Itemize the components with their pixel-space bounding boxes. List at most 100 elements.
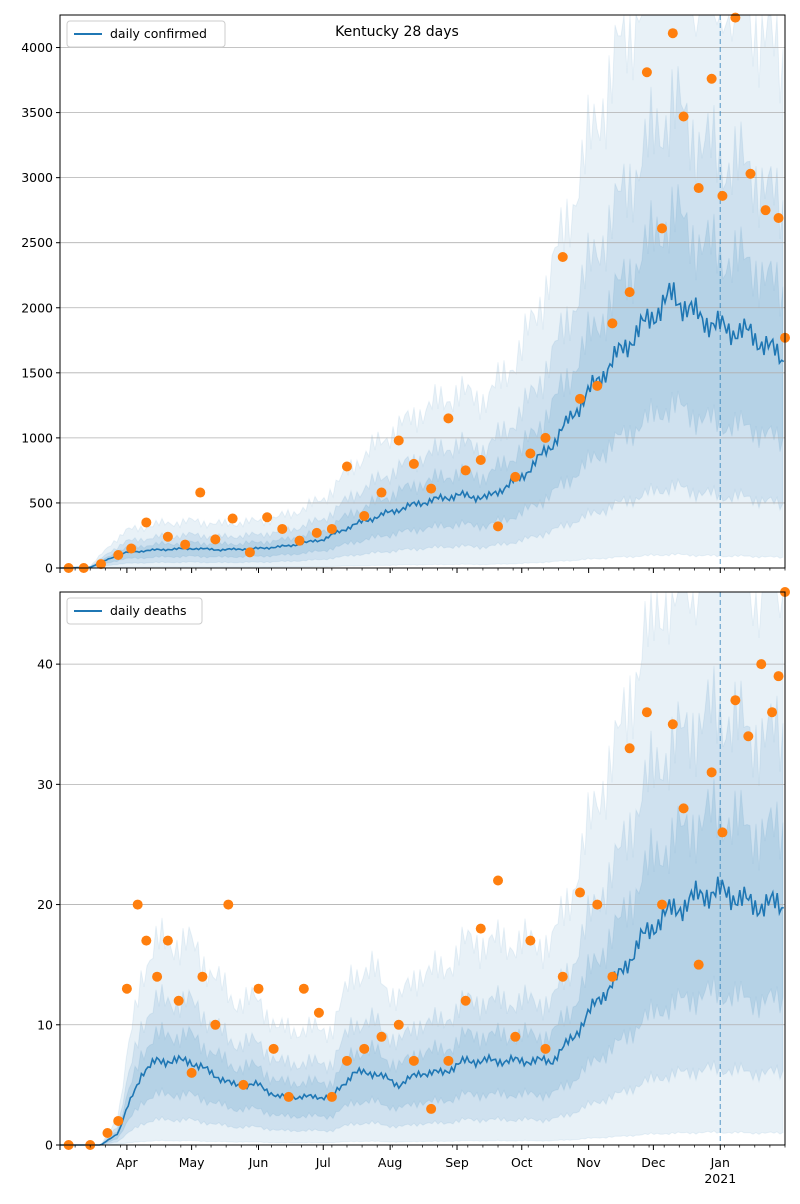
data-point [341,461,352,472]
data-point [460,995,471,1006]
data-point [173,995,184,1006]
data-point [298,983,309,994]
data-point [607,318,618,329]
data-point [121,983,132,994]
data-point [443,413,454,424]
x-tick-label: Jul [315,1155,331,1170]
data-point [730,12,741,23]
data-point [540,432,551,443]
confirmed-observed-points [63,12,790,573]
x-tick-year-label: 2021 [704,1171,736,1186]
confirmed-panel: 0 500 1000 1500 2000 2500 3000 3500 4000 Kentuck… [21,12,790,576]
data-point [717,190,728,201]
data-point [657,899,668,910]
data-point [760,205,771,216]
data-point [706,767,717,778]
data-point [277,523,288,534]
deaths-legend-box [66,597,203,625]
data-point [126,543,137,554]
data-point [262,512,273,523]
data-point [667,719,678,730]
data-point [426,483,437,494]
data-point [557,252,568,263]
y-tick-label: 0 [45,1138,53,1153]
data-point [624,287,635,298]
data-point [607,971,618,982]
data-point [180,539,191,550]
y-tick-label: 2000 [21,300,53,315]
deaths-legend-label: daily deaths [110,603,187,618]
confirmed-uncertainty-bands [59,13,784,569]
data-point [510,1031,521,1042]
data-point [253,983,264,994]
data-point [756,659,767,670]
data-point [311,527,322,538]
data-point [132,899,143,910]
data-point [624,743,635,754]
confirmed-legend-box [66,20,226,48]
data-point [460,465,471,476]
deaths-y-ticks: 0 10 20 30 40 [37,657,60,1153]
data-point [641,67,652,78]
x-tick-label: Sep [445,1155,469,1170]
x-tick-label: Nov [576,1155,601,1170]
data-point [706,73,717,84]
data-point [540,1043,551,1054]
deaths-panel: 0 10 20 30 40 Apr May Jun Jul Aug Sep Oct Nov Dec Jan… [37,587,790,1186]
data-point [525,935,536,946]
y-tick-label: 500 [29,495,53,510]
data-point [113,1115,124,1126]
data-point [162,531,173,542]
data-point [227,513,238,524]
y-tick-label: 2500 [21,235,53,250]
y-tick-label: 10 [37,1017,53,1032]
x-tick-label: Oct [511,1155,533,1170]
data-point [678,111,689,122]
data-point [210,1019,221,1030]
chart-title: Kentucky 28 days [335,24,459,40]
data-point [475,923,486,934]
data-point [743,731,754,742]
data-point [773,671,784,682]
deaths-legend: daily deaths [66,597,203,625]
data-point [376,1031,387,1042]
data-point [426,1103,437,1114]
x-tick-label: May [179,1155,205,1170]
x-tick-label: Apr [116,1155,138,1170]
uncertainty-band [60,778,784,1146]
data-point [557,971,568,982]
y-tick-label: 4000 [21,40,53,55]
confirmed-legend-label: daily confirmed [110,26,207,41]
deaths-axes-frame [59,591,786,1146]
data-point [326,1091,337,1102]
data-point [359,1043,370,1054]
data-point [195,487,206,498]
data-point [283,1091,294,1102]
data-point [525,448,536,459]
data-point [294,535,305,546]
data-point [326,523,337,534]
data-point [141,935,152,946]
y-tick-label: 40 [37,657,53,672]
x-tick-label: Jan [710,1155,730,1170]
data-point [773,212,784,223]
data-point [678,803,689,814]
data-point [223,899,234,910]
y-tick-label: 20 [37,897,53,912]
data-point [717,827,728,838]
data-point [376,487,387,498]
data-point [592,899,603,910]
confirmed-legend: daily confirmed [66,20,226,48]
uncertainty-band [59,13,784,569]
x-tick-label: Aug [378,1155,402,1170]
data-point [141,517,152,528]
data-point [667,28,678,39]
uncertainty-band [59,66,784,569]
data-point [393,1019,404,1030]
data-point [592,380,603,391]
data-point [443,1055,454,1066]
data-point [693,959,704,970]
data-point [95,559,106,570]
